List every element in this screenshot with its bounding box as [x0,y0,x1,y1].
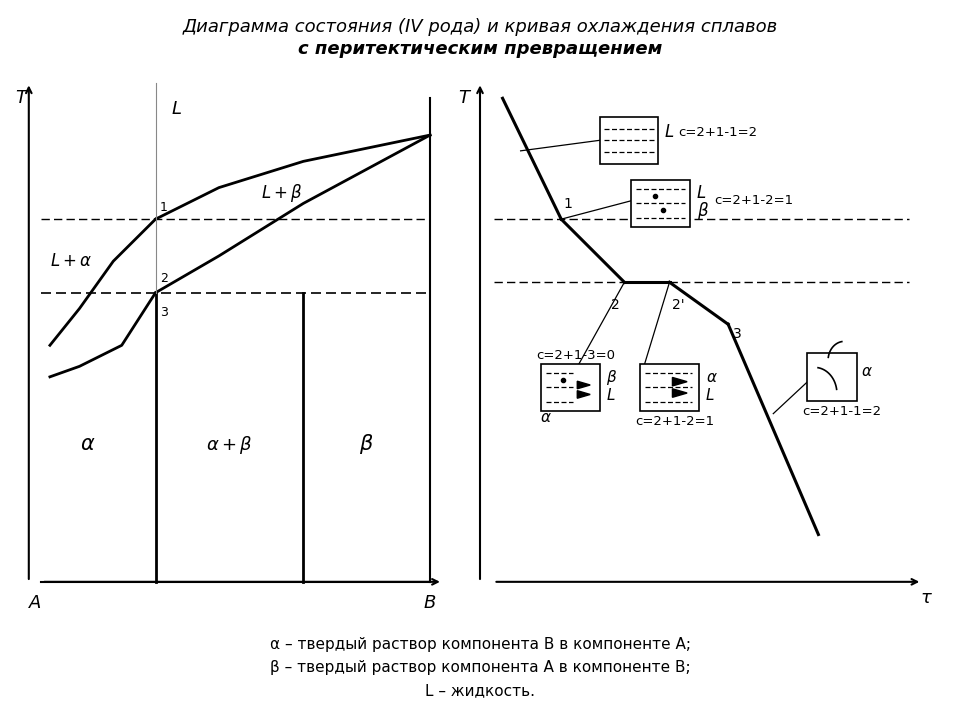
Text: 2: 2 [612,298,620,312]
Text: $\beta$: $\beta$ [697,200,708,222]
Polygon shape [577,381,590,389]
Polygon shape [577,391,590,398]
Text: $L+\beta$: $L+\beta$ [261,182,303,204]
Text: $\beta$: $\beta$ [359,433,374,456]
Text: c=2+1-2=1: c=2+1-2=1 [714,194,794,207]
Text: 1: 1 [564,197,572,211]
Text: β – твердый раствор компонента A в компоненте B;: β – твердый раствор компонента A в компо… [270,660,690,675]
Text: B: B [424,594,436,612]
Text: L: L [665,123,674,141]
Polygon shape [672,389,687,397]
Text: с перитектическим превращением: с перитектическим превращением [298,40,662,58]
Text: $\tau$: $\tau$ [921,589,933,606]
Text: T: T [459,89,469,107]
Text: T: T [14,89,26,107]
Text: L: L [706,388,714,402]
Bar [631,180,690,227]
Text: 3: 3 [159,306,168,319]
Text: 2': 2' [672,298,684,312]
Text: 1: 1 [159,201,168,214]
Text: $\alpha+\beta$: $\alpha+\beta$ [206,434,252,456]
Text: c=2+1-2=1: c=2+1-2=1 [636,415,715,428]
Text: $\alpha$: $\alpha$ [861,364,873,379]
Bar [640,364,699,411]
Text: 3: 3 [732,327,741,341]
Text: 2: 2 [159,272,168,285]
Text: $\alpha$: $\alpha$ [706,370,717,385]
Polygon shape [672,377,687,386]
Text: $\alpha$: $\alpha$ [81,434,96,454]
Text: $L+\alpha$: $L+\alpha$ [50,253,92,271]
Text: L: L [172,100,181,118]
Text: $\beta$: $\beta$ [607,369,617,387]
Bar [540,364,600,411]
Text: c=2+1-1=2: c=2+1-1=2 [803,405,881,418]
Text: Диаграмма состояния (IV рода) и кривая охлаждения сплавов: Диаграмма состояния (IV рода) и кривая о… [182,18,778,36]
Text: α – твердый раствор компонента B в компоненте A;: α – твердый раствор компонента B в компо… [270,637,690,652]
Bar [807,354,856,400]
Bar [600,117,659,164]
Text: L: L [607,388,614,402]
Text: A: A [29,594,41,612]
Text: L – жидкость.: L – жидкость. [425,683,535,698]
Text: L: L [697,184,706,202]
Text: $\alpha$: $\alpha$ [540,410,551,426]
Text: c=2+1-3=0: c=2+1-3=0 [537,349,615,362]
Text: c=2+1-1=2: c=2+1-1=2 [679,126,757,139]
